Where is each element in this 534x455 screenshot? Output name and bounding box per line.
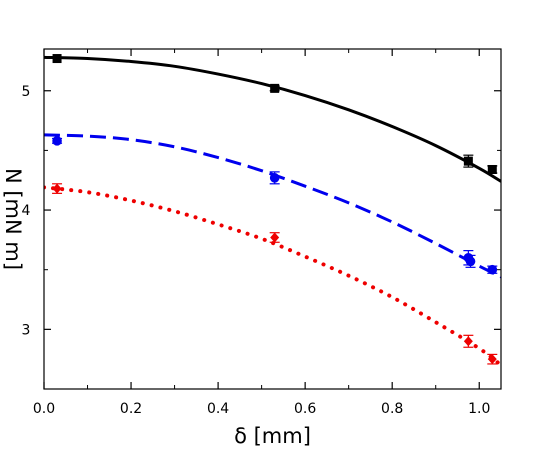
fit-line <box>44 185 501 368</box>
x-tick-label: 0.2 <box>120 401 142 417</box>
data-point-circle <box>487 264 498 275</box>
data-point-square <box>52 54 62 64</box>
data-point-diamond <box>463 336 473 347</box>
y-tick-label: 4 <box>22 203 31 219</box>
x-tick-label: 1.0 <box>468 401 490 417</box>
y-axis-label: N [mN m] <box>1 168 25 270</box>
x-tick-label: 0.4 <box>207 401 229 417</box>
data-points <box>52 54 498 365</box>
data-point-circle <box>269 173 280 183</box>
fit-curves <box>44 55 501 368</box>
data-point-square <box>270 83 280 93</box>
x-tick-label: 0.8 <box>381 401 403 417</box>
x-axis-label: δ [mm] <box>234 424 311 448</box>
plot-frame <box>43 48 502 390</box>
data-point-square <box>463 156 473 166</box>
x-tick-label: 0.0 <box>33 401 55 417</box>
y-axis-ticks: 3 4 5 <box>22 84 501 390</box>
x-axis-ticks: 0.0 0.2 0.4 0.6 0.8 1.0 <box>33 49 490 417</box>
data-point-circle <box>52 136 62 146</box>
data-point-square <box>487 164 497 174</box>
data-point-diamond <box>52 183 62 194</box>
y-tick-label: 5 <box>22 84 31 100</box>
x-tick-label: 0.6 <box>294 401 316 417</box>
error-bars <box>52 85 498 365</box>
data-point-diamond <box>270 232 280 243</box>
data-point-circle <box>465 256 476 267</box>
y-tick-label: 3 <box>22 322 31 338</box>
data-point-diamond <box>487 354 497 365</box>
fit-line <box>44 55 501 183</box>
fit-line <box>44 133 501 279</box>
